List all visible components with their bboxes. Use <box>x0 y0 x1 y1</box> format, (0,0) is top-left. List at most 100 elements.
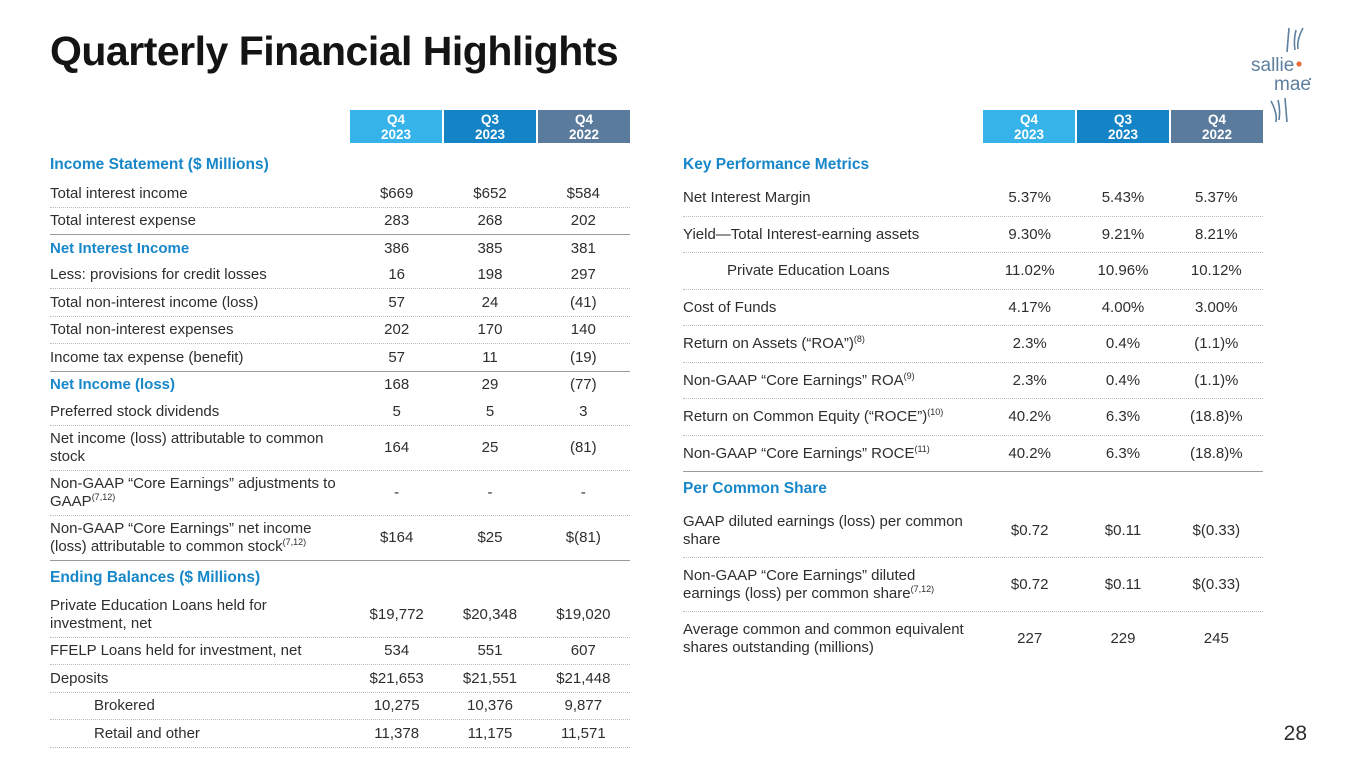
table-row: Non-GAAP “Core Earnings” net income (los… <box>50 516 630 561</box>
row-value-q3-2023: 198 <box>477 266 503 284</box>
row-value-q4-2023: 164 <box>384 439 410 456</box>
row-value-q4-2022: 607 <box>570 642 596 660</box>
row-label: Non-GAAP “Core Earnings” net income (los… <box>50 520 350 555</box>
row-value-q4-2023: 57 <box>388 348 405 366</box>
footnote-marker: (11) <box>914 443 930 454</box>
row-value-q4-2023: 16 <box>388 266 405 284</box>
row-label: Net Interest Margin <box>683 189 983 207</box>
row-value-q3-2023: 11 <box>482 348 498 366</box>
column-header-q4-2022: Q4 2022 <box>538 110 630 143</box>
income-statement-table: Q4 2023 Q3 2023 Q4 2022 Income Statement… <box>50 110 630 748</box>
column-header-q4-2022: Q4 2022 <box>1171 110 1263 143</box>
row-label: Return on Common Equity (“ROCE”)(10) <box>683 408 983 426</box>
row-value-q3-2023: $20,348 <box>462 606 518 623</box>
table-header: Q4 2023 Q3 2023 Q4 2022 <box>350 110 630 143</box>
row-value-q4-2023: 2.3% <box>1012 335 1047 353</box>
row-label: Average common and common equivalent sha… <box>683 621 983 656</box>
row-label: Net Income (loss) <box>50 376 350 394</box>
row-value-q3-2023: 6.3% <box>1105 444 1141 462</box>
row-value-q4-2022: 5.37% <box>1195 189 1238 207</box>
row-label-text: Non-GAAP “Core Earnings” ROA <box>683 371 904 389</box>
row-label: Non-GAAP “Core Earnings” diluted earning… <box>683 567 983 602</box>
row-value-q3-2023: 268 <box>477 212 503 230</box>
row-value-q4-2022: 245 <box>1203 630 1229 647</box>
row-value-q4-2022: (1.1)% <box>1194 335 1239 353</box>
row-value-q4-2022: 297 <box>570 266 596 284</box>
row-value-q4-2022: $(0.33) <box>1192 576 1241 593</box>
row-label: Yield—Total Interest-earning assets <box>683 226 983 244</box>
row-value-q4-2022: 8.21% <box>1195 225 1238 243</box>
row-label-text: Non-GAAP “Core Earnings” ROCE <box>683 444 915 462</box>
table-row: Brokered 10,275 10,376 9,877 <box>50 693 630 720</box>
logo-text-mae: mae <box>1274 74 1311 95</box>
row-value-q4-2023: 4.17% <box>1008 298 1051 316</box>
row-label: Income tax expense (benefit) <box>50 349 350 367</box>
row-label-text: Average common and common equivalent sha… <box>683 621 964 656</box>
header-quarter: Q4 <box>1019 111 1038 127</box>
row-label-text: Net income (loss) attributable to common… <box>50 430 324 465</box>
row-value-q4-2022: 10.12% <box>1190 262 1242 280</box>
row-label-text: Net Income (loss) <box>50 376 176 393</box>
row-label-text: Deposits <box>50 669 109 687</box>
row-label-text: Preferred stock dividends <box>50 402 220 420</box>
table-row: Private Education Loans 11.02% 10.96% 10… <box>683 253 1263 290</box>
column-header-q3-2023: Q3 2023 <box>444 110 536 143</box>
row-value-q4-2023: 386 <box>384 239 410 257</box>
table-row: Total interest income $669 $652 $584 <box>50 180 630 208</box>
row-label-text: Non-GAAP “Core Earnings” net income (los… <box>50 520 312 555</box>
row-value-q4-2023: $0.72 <box>1010 576 1049 593</box>
row-value-q4-2022: - <box>580 484 586 501</box>
table-row: Total non-interest expenses 202 170 140 <box>50 317 630 344</box>
column-header-q4-2023: Q4 2023 <box>983 110 1075 143</box>
row-label-text: Yield—Total Interest-earning assets <box>683 225 920 243</box>
table-row: Net Interest Income 386 385 381 <box>50 235 630 262</box>
row-label-text: Less: provisions for credit losses <box>50 266 267 283</box>
row-value-q4-2022: (19) <box>569 348 597 366</box>
row-label: Cost of Funds <box>683 299 983 317</box>
row-value-q4-2022: (18.8)% <box>1190 444 1243 462</box>
row-value-q4-2023: 11.02% <box>1004 262 1055 280</box>
header-quarter: Q4 <box>386 111 405 127</box>
row-value-q3-2023: 0.4% <box>1105 335 1141 353</box>
header-year: 2023 <box>474 126 506 142</box>
row-label: Total non-interest income (loss) <box>50 294 350 312</box>
row-label: Retail and other <box>50 725 350 743</box>
key-metrics-table: Q4 2023 Q3 2023 Q4 2022 Key Performance … <box>683 110 1263 665</box>
table-row: GAAP diluted earnings (loss) per common … <box>683 504 1263 558</box>
row-value-q4-2022: $19,020 <box>556 606 611 623</box>
row-label: Deposits <box>50 670 350 688</box>
footnote-marker: (7,12) <box>910 583 935 594</box>
row-label-text: Cost of Funds <box>683 298 777 316</box>
table-row: Deposits $21,653 $21,551 $21,448 <box>50 665 630 693</box>
table-row: Net income (loss) attributable to common… <box>50 426 630 471</box>
row-value-q4-2022: 3.00% <box>1195 298 1238 316</box>
row-value-q4-2022: (77) <box>569 376 597 394</box>
footnote-marker: (7,12) <box>282 536 307 547</box>
table-header: Q4 2023 Q3 2023 Q4 2022 <box>983 110 1263 143</box>
page-number: 28 <box>1283 722 1307 745</box>
row-value-q4-2022: 11,571 <box>560 724 606 742</box>
footnote-marker: (7,12) <box>91 491 116 502</box>
logo-orange-dot <box>1296 61 1302 67</box>
table-row: Preferred stock dividends 5 5 3 <box>50 398 630 426</box>
row-label: Preferred stock dividends <box>50 403 350 421</box>
row-label: Net Interest Income <box>50 240 350 258</box>
table-row: Less: provisions for credit losses 16 19… <box>50 262 630 289</box>
row-value-q4-2022: 3 <box>579 402 588 420</box>
logo-lines-bottom <box>1270 97 1288 123</box>
row-value-q4-2023: $0.72 <box>1010 522 1049 539</box>
header-quarter: Q3 <box>1113 111 1132 127</box>
row-value-q3-2023: 29 <box>481 376 499 394</box>
row-value-q4-2023: 202 <box>384 321 410 339</box>
row-value-q4-2023: 534 <box>384 642 410 660</box>
row-value-q4-2022: (81) <box>569 439 597 456</box>
table-row: Return on Common Equity (“ROCE”)(10) 40.… <box>683 399 1263 436</box>
row-label-text: Private Education Loans held for investm… <box>50 597 267 632</box>
row-value-q3-2023: 10,376 <box>467 697 513 715</box>
row-value-q3-2023: $0.11 <box>1104 576 1142 593</box>
row-label: Net income (loss) attributable to common… <box>50 430 350 465</box>
header-year: 2023 <box>380 126 412 142</box>
row-label-text: Income tax expense (benefit) <box>50 348 244 366</box>
footnote-marker: (10) <box>927 407 944 417</box>
row-value-q3-2023: 24 <box>481 293 499 311</box>
